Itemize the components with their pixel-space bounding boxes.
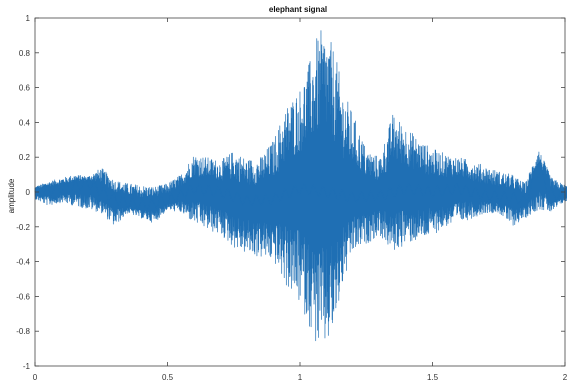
ticks-layer: 0 0.5 1 1.5 2 -1 -0.8 -0.6 -0.4 -0.2 0 0.2 0.4 0.6 0.8… [16, 14, 567, 382]
signal-series-layer [34, 30, 567, 342]
chart-title: elephant signal [269, 5, 327, 14]
y-tick-label: 1 [26, 14, 31, 23]
y-tick-label: 0.2 [19, 153, 31, 162]
y-tick-label: -0.4 [16, 258, 30, 267]
x-tick-label: 2 [563, 373, 567, 382]
x-tick-label: 0.5 [162, 373, 174, 382]
y-tick-label: 0.6 [19, 84, 31, 93]
y-tick-label: 0 [26, 188, 31, 197]
y-tick-label: 0.8 [19, 49, 31, 58]
y-tick-label: -0.8 [16, 327, 30, 336]
y-tick-label: -0.6 [16, 292, 30, 301]
y-tick-label: 0.4 [19, 118, 31, 127]
x-tick-label: 1 [298, 373, 303, 382]
x-tick-label: 0 [33, 373, 38, 382]
signal-trend-line [34, 171, 567, 212]
y-axis-label: amplitude [7, 178, 16, 213]
x-tick-label: 1.5 [427, 373, 439, 382]
y-tick-label: -1 [23, 362, 31, 371]
y-tick-label: -0.2 [16, 223, 30, 232]
